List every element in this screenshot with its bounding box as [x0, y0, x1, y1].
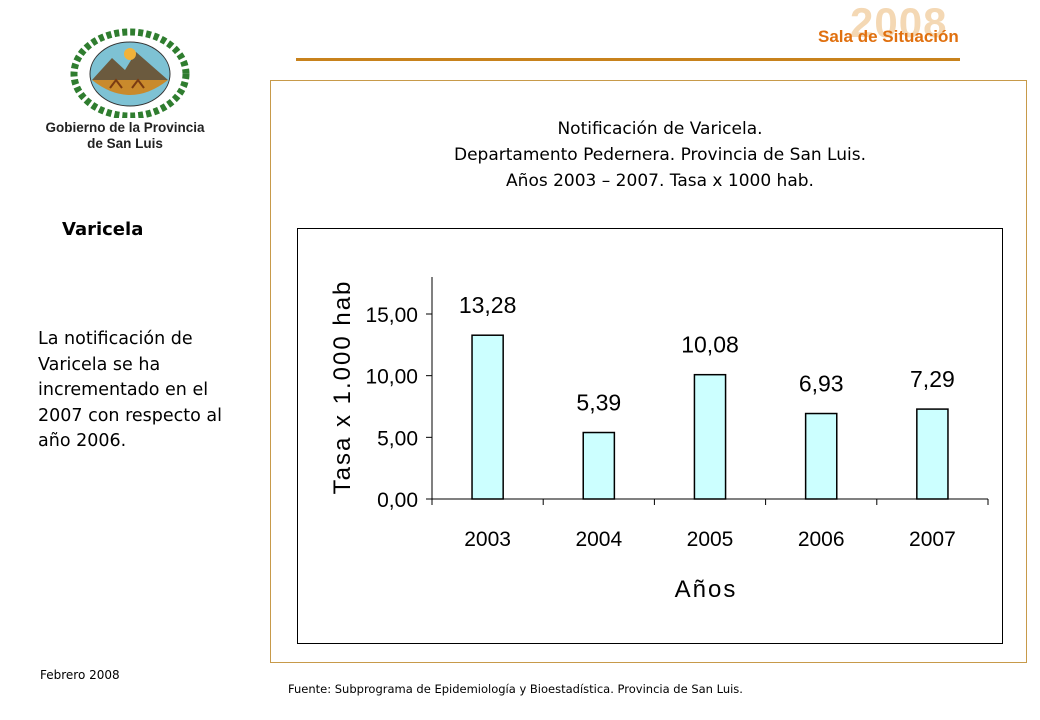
- data-label-2004: 5,39: [576, 390, 621, 416]
- bar-2005: [693, 373, 727, 500]
- x-axis-title: Años: [675, 576, 738, 603]
- source-note: Fuente: Subprograma de Epidemiología y B…: [288, 682, 743, 696]
- chart-title-line: Departamento Pedernera. Provincia de San…: [454, 145, 866, 165]
- bar-2004: [582, 431, 616, 500]
- government-name: Gobierno de la Provincia de San Luis: [20, 120, 230, 152]
- y-axis-title: Tasa x 1.000 hab: [329, 280, 356, 495]
- government-name-line1: Gobierno de la Provincia: [45, 120, 205, 135]
- bar-2006: [804, 412, 838, 500]
- chart-frame: [270, 80, 1027, 663]
- data-label-2007: 7,29: [910, 366, 955, 392]
- bar-2007: [916, 408, 949, 500]
- bar-2003: [471, 334, 504, 500]
- footer-date: Febrero 2008: [40, 668, 120, 682]
- y-tick-label: 15,00: [365, 304, 418, 327]
- x-tick-label: 2006: [798, 528, 845, 551]
- brand-title: Sala de Situación: [818, 27, 959, 46]
- chart-title-line: Notificación de Varicela.: [557, 119, 763, 139]
- x-axis: 2003 2004 2005 2006 2007: [431, 498, 989, 551]
- bars: [471, 334, 949, 500]
- header-divider: [296, 58, 960, 61]
- chart-title: Notificación de Varicela. Departamento P…: [300, 116, 1020, 194]
- chart-title-line: Años 2003 – 2007. Tasa x 1000 hab.: [506, 171, 814, 191]
- x-tick-label: 2005: [687, 528, 734, 551]
- summary-text: La notificación de Varicela se ha increm…: [38, 329, 222, 451]
- brand-year-watermark: 2008: [850, 0, 948, 46]
- y-tick-label: 5,00: [377, 427, 418, 450]
- y-tick-label: 0,00: [377, 489, 418, 512]
- x-tick-label: 2003: [464, 528, 511, 551]
- section-title: Varicela: [62, 219, 144, 240]
- y-axis: 0,00 5,00 10,00 15,00: [365, 277, 433, 512]
- data-label-2003: 13,28: [459, 292, 517, 318]
- x-tick-label: 2004: [575, 528, 622, 551]
- data-label-2006: 6,93: [799, 371, 844, 397]
- government-name-line2: de San Luis: [87, 136, 163, 151]
- bar-chart: 0,00 5,00 10,00 15,00 2003 2004 2005 2006 2007 …: [297, 228, 1003, 644]
- data-label-2005: 10,08: [681, 332, 739, 358]
- data-labels: 13,28 5,39 10,08 6,93 7,29: [459, 292, 955, 415]
- x-tick-label: 2007: [909, 528, 956, 551]
- y-tick-label: 10,00: [365, 366, 418, 389]
- province-coat-of-arms-logo: [70, 28, 190, 118]
